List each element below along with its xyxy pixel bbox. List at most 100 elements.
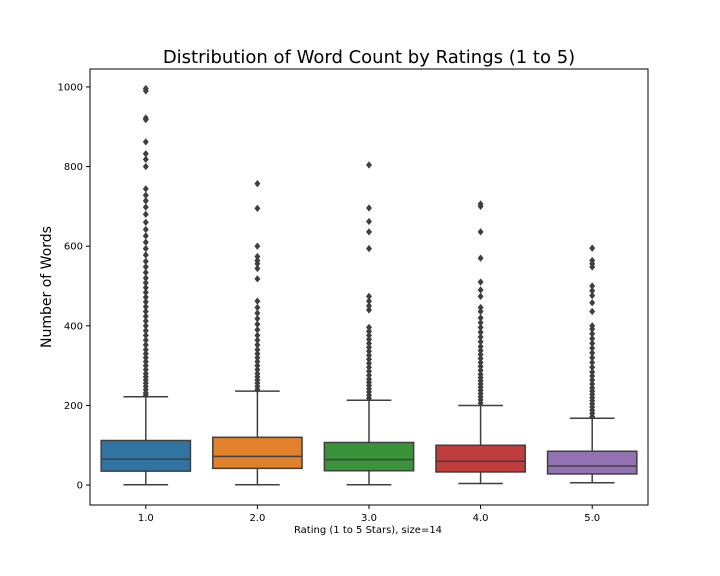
x-tick-label: 4.0 [473,513,489,524]
outlier-point [589,354,596,362]
outlier-point [366,228,372,236]
outlier-point [254,314,261,323]
outlier-point [477,286,484,294]
box-5.0 [546,450,638,475]
outlier-point [254,350,261,358]
outlier-point [589,363,596,371]
plot-area: 0 200 400 600 800 1000 1.0 2.0 3.0 4.0 5.0 [58,82,638,524]
outlier-point [142,326,149,335]
outlier-point [477,314,484,322]
x-tick-label: 1.0 [138,513,154,524]
x-tick-label: 5.0 [584,513,600,524]
outlier-point [366,204,372,212]
outlier-point [589,330,596,338]
outlier-point [254,365,261,374]
outlier-point [142,317,149,325]
outlier-point [589,282,596,290]
outlier-point [142,232,149,240]
outlier-point [589,376,596,384]
y-tick-label: 200 [64,401,83,412]
outlier-point [366,323,372,332]
outlier-point [142,361,149,370]
outlier-point [142,298,149,306]
outlier-point [589,256,596,265]
outlier-point [366,297,372,305]
outlier-point [142,307,149,316]
outlier-point [477,366,484,375]
outlier-point [254,326,261,334]
outlier-point [366,327,372,336]
outlier-point [589,384,596,392]
outlier-point [142,162,149,171]
outlier-point [589,307,596,316]
outlier-point [366,161,372,169]
y-tick-label: 1000 [58,82,83,93]
outlier-point [142,346,149,354]
outlier-point [142,218,149,226]
outlier-point [589,349,596,357]
outlier-point [366,363,372,371]
outlier-point [254,204,261,213]
outlier-point [142,251,149,259]
outlier-point [589,334,596,343]
outlier-point [254,357,261,366]
outlier-point [142,263,149,271]
y-tick-label: 0 [77,481,83,492]
outlier-point [477,303,484,312]
outlier-point [142,238,149,246]
outlier-point [477,292,484,301]
outlier-point [142,331,149,340]
outlier-point [477,333,484,341]
outlier-point [254,354,261,362]
outlier-point [589,344,596,352]
box-1.0 [100,439,192,472]
outlier-point [254,361,261,370]
outlier-point [142,185,149,193]
outlier-point [254,320,261,328]
outlier-point [477,338,484,346]
outlier-point [254,309,261,317]
outlier-point [477,342,484,351]
outlier-point [254,256,261,265]
outlier-point [254,341,261,349]
outlier-point [366,306,372,314]
outlier-point [142,244,149,253]
outlier-point [589,299,596,307]
outlier-point [142,150,149,158]
outlier-point [589,287,596,295]
outlier-point [366,292,372,301]
outlier-point [142,257,149,265]
outlier-point [142,293,149,301]
outlier-point [254,297,261,305]
outlier-point [254,264,261,273]
outlier-point [254,275,261,283]
outlier-point [142,336,149,344]
x-tick-label: 3.0 [361,513,377,524]
y-tick-label: 400 [64,321,83,332]
outlier-point [142,312,149,320]
outlier-point [142,341,149,349]
outlier-point [142,283,149,292]
outlier-point [254,303,261,312]
outlier-point [477,200,484,208]
outlier-point [254,179,261,188]
outlier-point [142,288,149,297]
outlier-point [142,138,149,146]
outlier-point [366,371,372,379]
outlier-point [477,278,484,286]
outlier-point [477,228,484,236]
box-3.0 [323,441,415,472]
outlier-point [477,318,484,327]
x-axis-label: Rating (1 to 5 Stars), size=14 [294,525,442,536]
outlier-point [366,375,372,383]
outlier-point [589,322,596,330]
outlier-point [254,252,261,261]
outlier-point [366,347,372,355]
outlier-point [142,350,149,358]
outlier-point [142,191,149,199]
outlier-point [366,335,372,344]
outlier-point [477,354,484,363]
outlier-point [589,339,596,348]
outlier-point [366,355,372,363]
